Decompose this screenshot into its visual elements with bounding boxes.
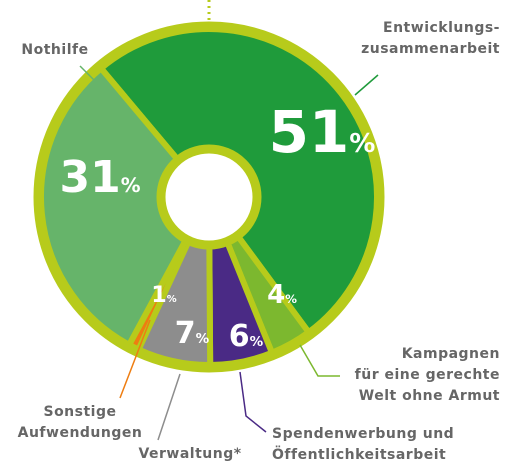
category-label: Verwaltung* bbox=[138, 446, 241, 462]
data-label: 7% bbox=[175, 316, 210, 351]
data-label: 4% bbox=[267, 280, 297, 310]
outer-rim bbox=[33, 21, 385, 373]
leader-line bbox=[119, 319, 151, 399]
leader-line bbox=[239, 371, 267, 433]
category-label: Sonstige Aufwendungen bbox=[18, 404, 143, 441]
leader-line bbox=[299, 344, 340, 377]
leader-line bbox=[354, 74, 379, 96]
category-label: Spendenwerbung und Öffentlichkeitsarbeit bbox=[272, 426, 454, 463]
inner-rim bbox=[156, 144, 262, 250]
data-label: 51% bbox=[269, 98, 376, 166]
category-label: Nothilfe bbox=[21, 42, 88, 58]
category-label: Entwicklungs-zusammenarbeit bbox=[361, 20, 500, 57]
leader-line bbox=[79, 65, 101, 87]
data-label: 6% bbox=[229, 319, 264, 354]
data-label: 31% bbox=[59, 152, 140, 203]
leader-line bbox=[157, 373, 181, 441]
category-label: Kampagnen für eine gerechte Welt ohne Armu… bbox=[355, 346, 500, 404]
data-label: 1% bbox=[151, 283, 176, 308]
